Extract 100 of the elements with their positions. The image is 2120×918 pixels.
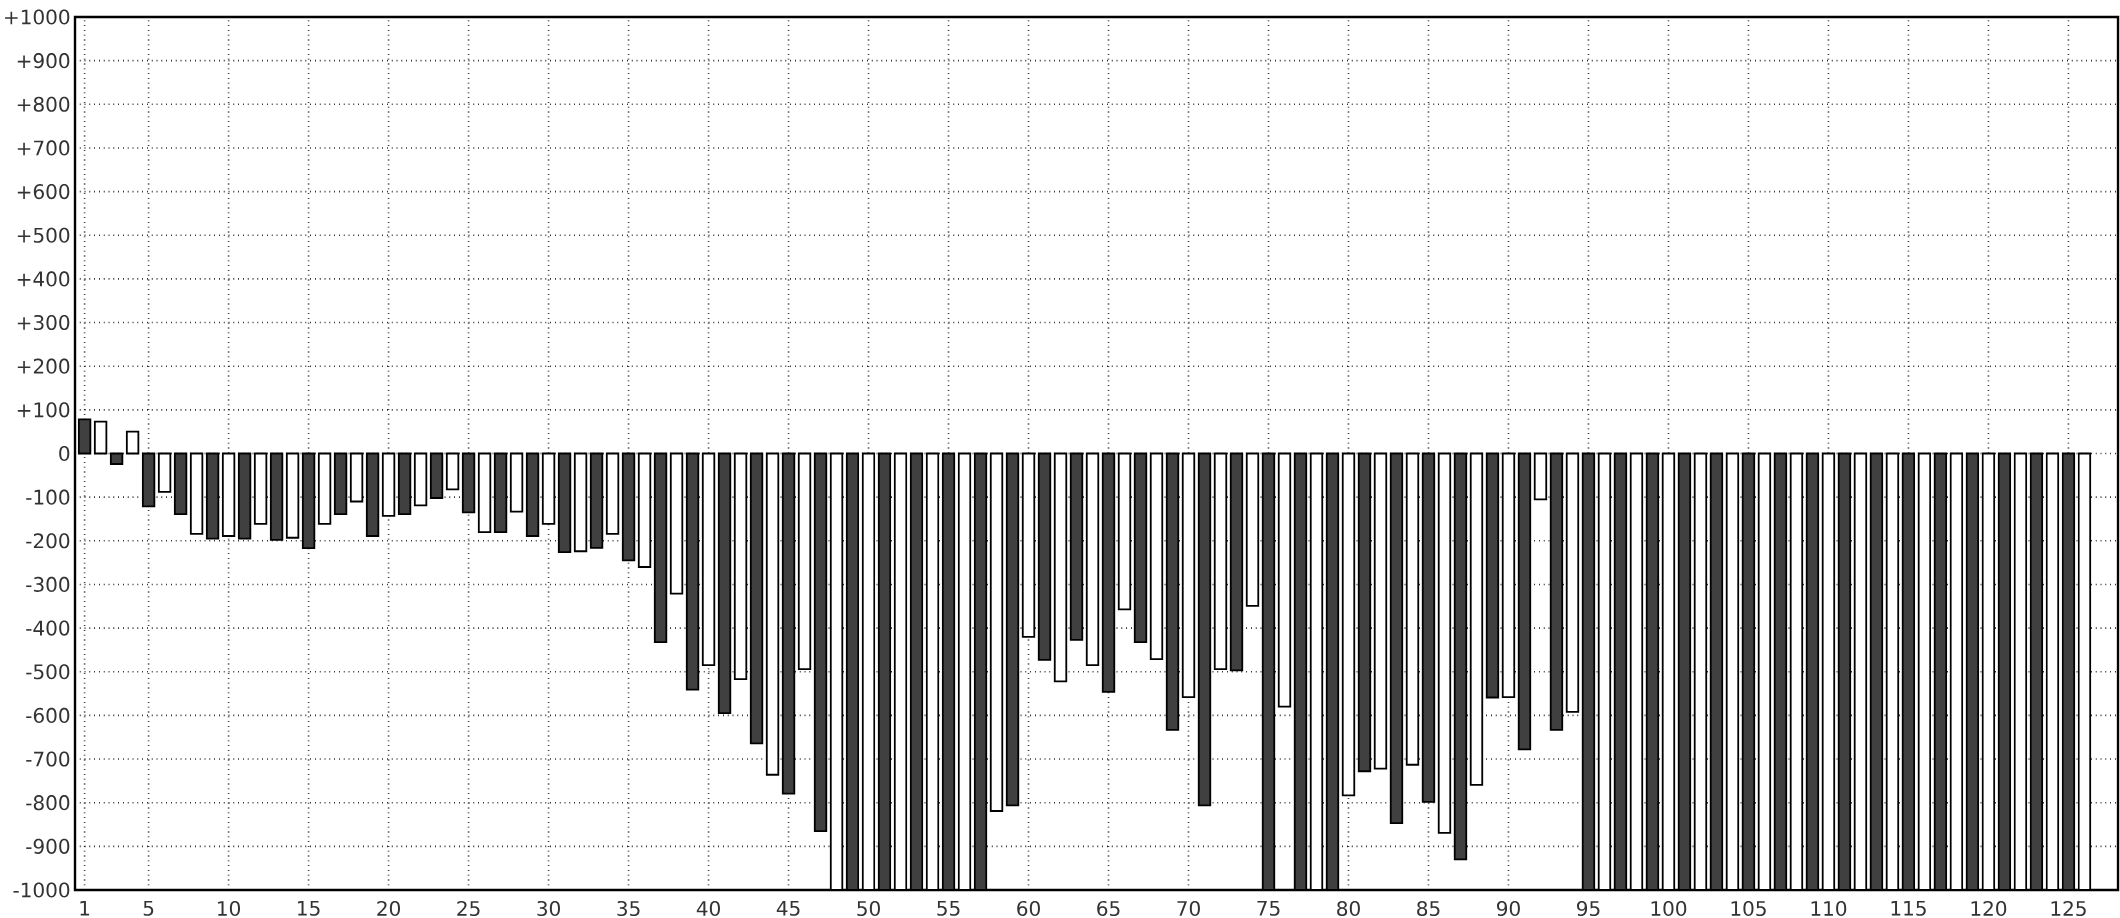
x-tick-label: 55 [937,900,960,916]
bar [557,452,572,554]
y-tick-label: +400 [17,271,70,287]
bar [1469,452,1484,786]
bar [1373,452,1388,770]
y-tick-label: +800 [17,96,70,112]
x-tick-label: 35 [617,900,640,917]
y-tick-label: -200 [26,533,70,549]
bar [189,452,204,535]
x-tick-label: 5 [143,900,154,916]
bar [173,452,188,516]
bar [989,452,1004,812]
bar [317,452,332,525]
y-tick-label: +1000 [5,9,70,25]
bar [285,452,300,539]
bar [1005,452,1020,807]
bar [1405,452,1420,766]
bar [1341,452,1356,797]
bar [1085,452,1100,667]
bar [397,452,412,516]
x-tick-label: 125 [2051,900,2086,917]
bar [1453,452,1468,861]
y-tick-label: -900 [26,838,70,854]
bar [1485,452,1500,699]
bar [301,452,316,550]
bar [509,452,524,513]
x-tick-label: 10 [218,900,241,917]
y-tick-label: -600 [26,707,70,723]
bar [157,452,172,493]
bar [125,430,140,455]
bar [93,420,108,455]
bar [621,452,636,562]
bar [637,452,652,568]
bar [669,452,684,595]
bar [1037,452,1052,661]
x-tick-label: 70 [1177,900,1200,917]
x-tick-label: 15 [298,900,320,916]
bar [1357,452,1372,773]
bar [1101,452,1116,693]
bar [109,452,124,465]
bar [477,452,492,533]
y-tick-label: +300 [17,314,70,331]
bar [1437,452,1452,834]
x-tick-label: 110 [1811,900,1847,917]
x-tick-label: 75 [1257,900,1280,916]
bar [1181,452,1196,698]
x-tick-label: 90 [1497,900,1520,917]
x-tick-label: 20 [377,900,400,917]
bar [1021,452,1036,638]
bar [1069,452,1084,641]
y-tick-label: +500 [17,227,70,243]
x-tick-label: 50 [857,900,880,917]
bar [749,452,764,745]
bar [1517,452,1532,751]
bar [1533,452,1548,501]
y-tick-label: -300 [26,576,70,592]
bar [1421,452,1436,803]
y-tick-label: 0 [59,445,70,462]
bar [765,452,780,776]
bar [365,452,380,537]
bar [717,452,732,715]
bar [333,452,348,516]
bar [573,452,588,553]
bar [541,452,556,525]
bar [797,452,812,670]
bar [141,452,156,508]
bar [685,452,700,691]
bar [1501,452,1516,698]
x-tick-label: 45 [776,900,800,916]
bar [253,452,268,525]
bar [653,452,668,643]
x-tick-label: 95 [1577,900,1600,917]
bar [1053,452,1068,683]
bar [237,452,252,540]
y-tick-label: -800 [26,795,70,811]
y-tick-label: -700 [26,751,70,767]
bar [349,452,364,503]
y-tick-label: +900 [17,53,70,69]
x-tick-label: 85 [1417,900,1440,917]
y-tick-label: -100 [26,489,70,505]
bar [205,452,220,540]
y-tick-label: -1000 [13,882,70,898]
bar [781,452,796,795]
x-tick-label: 120 [1971,900,2007,917]
bar [493,452,508,533]
x-tick-label: 1 [80,900,90,916]
bar [813,452,828,832]
bar [1277,452,1292,708]
y-tick-label: +200 [17,358,70,374]
bar [413,452,428,507]
bar [1565,452,1580,713]
x-tick-label: 115 [1891,900,1926,916]
bar [445,452,460,491]
x-tick-label: 100 [1651,900,1687,917]
x-tick-label: 30 [537,900,560,917]
bar [1197,452,1212,807]
x-tick-label: 25 [457,900,480,917]
bar [1133,452,1148,643]
bar [1213,452,1228,670]
bar [77,418,92,455]
